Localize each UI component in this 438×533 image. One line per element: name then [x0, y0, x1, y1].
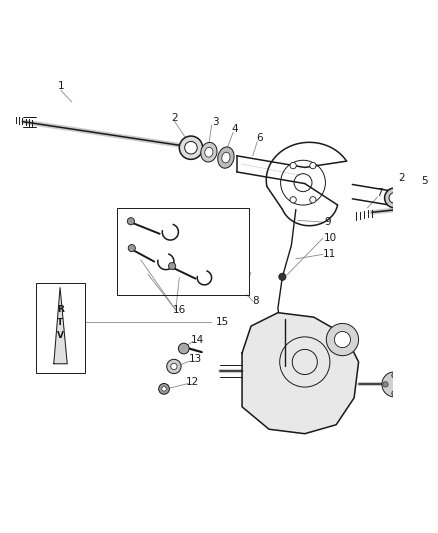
Circle shape — [326, 324, 359, 356]
Text: 12: 12 — [186, 377, 199, 387]
Circle shape — [383, 382, 388, 387]
Circle shape — [401, 382, 406, 387]
Polygon shape — [54, 288, 67, 364]
Text: 6: 6 — [257, 133, 263, 143]
Text: 3: 3 — [212, 117, 219, 127]
Circle shape — [290, 197, 296, 203]
Circle shape — [310, 163, 316, 169]
Text: 10: 10 — [323, 233, 336, 243]
Ellipse shape — [423, 198, 430, 207]
Circle shape — [167, 359, 181, 374]
Text: 2: 2 — [172, 113, 178, 123]
Text: 14: 14 — [191, 335, 204, 344]
Text: 1: 1 — [58, 81, 64, 91]
Text: V: V — [57, 330, 64, 340]
Circle shape — [385, 188, 404, 208]
Text: 9: 9 — [324, 217, 331, 227]
Ellipse shape — [419, 193, 434, 212]
Circle shape — [178, 343, 189, 354]
Circle shape — [185, 141, 197, 154]
Circle shape — [392, 373, 397, 378]
Circle shape — [159, 383, 170, 394]
Ellipse shape — [218, 147, 234, 168]
Circle shape — [169, 262, 176, 270]
Circle shape — [162, 386, 166, 391]
Text: 8: 8 — [252, 296, 259, 306]
Circle shape — [310, 197, 316, 203]
Text: 2: 2 — [398, 173, 405, 183]
Circle shape — [128, 245, 135, 252]
Text: 5: 5 — [421, 176, 427, 186]
Text: 4: 4 — [232, 124, 238, 134]
Circle shape — [392, 391, 397, 396]
Circle shape — [171, 364, 177, 369]
Circle shape — [382, 372, 407, 397]
Bar — [36, 283, 85, 373]
Ellipse shape — [205, 147, 213, 157]
Circle shape — [389, 192, 400, 203]
Ellipse shape — [222, 152, 230, 163]
Circle shape — [179, 136, 203, 159]
Text: 13: 13 — [189, 354, 202, 364]
Text: 7: 7 — [376, 189, 382, 198]
Polygon shape — [242, 313, 359, 434]
Circle shape — [290, 163, 296, 169]
Text: 15: 15 — [215, 317, 229, 327]
Text: R: R — [57, 305, 64, 314]
Circle shape — [399, 189, 422, 212]
Text: 11: 11 — [323, 249, 336, 260]
Circle shape — [334, 332, 350, 348]
Circle shape — [404, 195, 417, 207]
Circle shape — [127, 217, 134, 225]
Text: T: T — [57, 318, 63, 327]
Bar — [117, 208, 249, 295]
Circle shape — [279, 273, 286, 280]
Text: 16: 16 — [173, 305, 186, 315]
Ellipse shape — [201, 142, 217, 162]
